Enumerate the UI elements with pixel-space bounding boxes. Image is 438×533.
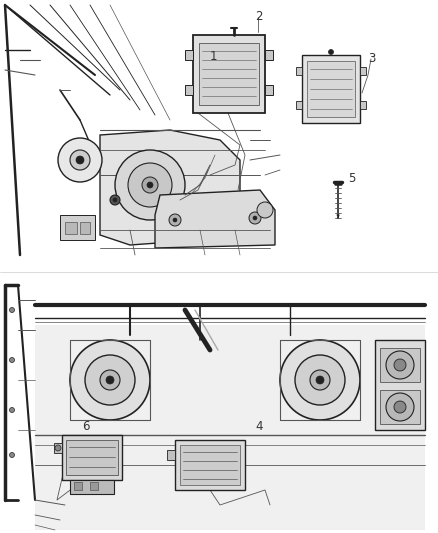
Circle shape [113,198,117,202]
Bar [66,440,118,475]
Bar [167,450,175,460]
Circle shape [128,163,172,207]
Bar [380,348,420,382]
Circle shape [249,212,261,224]
Circle shape [142,177,158,193]
Bar [302,55,360,123]
Bar [175,440,245,490]
Circle shape [58,138,102,182]
Bar [199,43,259,105]
Circle shape [85,355,135,405]
Circle shape [257,202,273,218]
Bar [74,482,82,490]
Circle shape [280,340,360,420]
Bar [265,50,273,60]
Bar [185,85,193,95]
Polygon shape [155,190,275,248]
Circle shape [386,393,414,421]
Circle shape [310,370,330,390]
Bar [180,445,240,485]
Bar [193,35,265,113]
Circle shape [394,359,406,371]
Text: 1: 1 [210,50,218,63]
Circle shape [106,376,114,384]
Bar [380,390,420,424]
Text: 6: 6 [82,420,89,433]
Bar [60,215,95,240]
Polygon shape [35,325,425,530]
Circle shape [169,214,181,226]
Text: 2: 2 [255,10,262,23]
Bar [90,482,98,490]
Circle shape [10,358,14,362]
Bar [65,222,77,234]
Circle shape [386,351,414,379]
Text: 5: 5 [348,172,355,185]
Circle shape [10,408,14,413]
Circle shape [147,182,153,188]
Circle shape [55,445,61,451]
Bar [307,61,355,117]
Bar [62,435,122,480]
Circle shape [115,150,185,220]
Bar [265,85,273,95]
Bar [296,67,302,75]
Bar [54,443,62,453]
Circle shape [173,218,177,222]
Bar [296,101,302,109]
Text: 4: 4 [255,420,262,433]
Circle shape [316,376,324,384]
Bar [360,67,366,75]
Circle shape [328,50,333,54]
Text: 3: 3 [368,52,375,65]
Circle shape [394,401,406,413]
Circle shape [110,195,120,205]
Circle shape [10,308,14,312]
Bar [375,340,425,430]
Circle shape [253,216,257,220]
Bar [360,101,366,109]
Circle shape [100,370,120,390]
Circle shape [295,355,345,405]
Circle shape [76,156,84,164]
Bar [80,222,90,234]
Circle shape [10,453,14,457]
Bar [70,480,114,494]
Bar [185,50,193,60]
Polygon shape [100,130,240,245]
Circle shape [70,340,150,420]
Circle shape [70,150,90,170]
